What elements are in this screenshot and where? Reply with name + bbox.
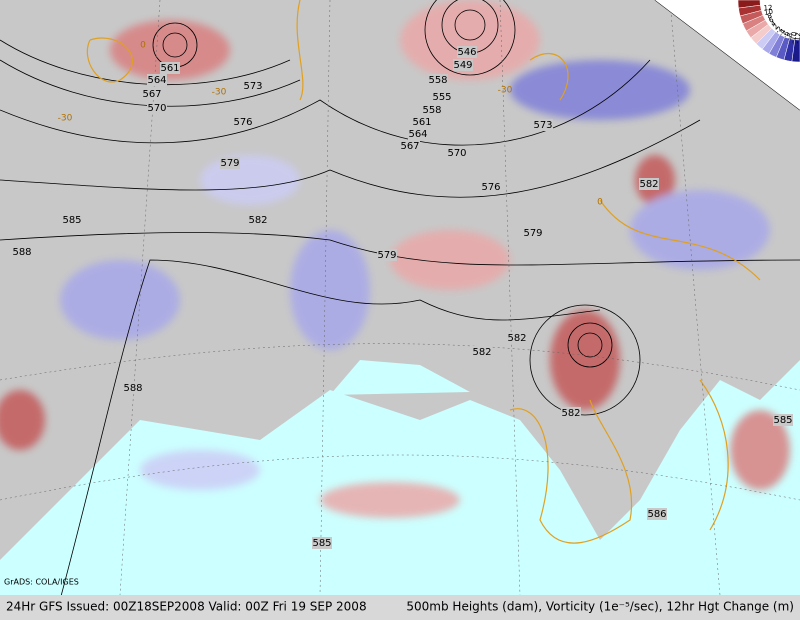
label-bg [233,116,253,128]
credit: GrADS: COLA/IGES [4,578,79,587]
label-bg [773,414,793,426]
contour-label: 588 [12,247,31,258]
label-bg [123,382,143,394]
label-bg [377,249,397,261]
label-bg [412,116,432,128]
contour-label: 573 [243,81,262,92]
contour-label: 561 [412,117,431,128]
label-bg [220,157,240,169]
label-bg [147,102,167,114]
contour-label: 579 [220,158,239,169]
colorbar-label: 2 [772,23,781,32]
contour-label: 582 [248,215,267,226]
contour-label: 558 [428,75,447,86]
graticule [0,0,800,596]
change-label: -30 [498,86,513,96]
label-bg [523,227,543,239]
contour-label: 546 [457,47,476,58]
label-bg [447,147,467,159]
contour-label: 561 [160,63,179,74]
label-bg [422,104,442,116]
contour-label: 586 [647,509,666,520]
contour-label: 582 [507,333,526,344]
footer-bar [0,595,800,620]
contour-label: 585 [312,538,331,549]
label-bg [160,62,180,74]
label-bg [432,91,452,103]
colorbar-label: -8 [785,32,795,41]
label-bg [142,88,162,100]
colorbar-label: 10 [763,7,773,17]
contour-label: 570 [447,148,466,159]
colorbar-label: -2 [774,25,785,36]
label-bg [62,214,82,226]
contour-label: 582 [472,347,491,358]
label-bg [248,214,268,226]
colorbar-label: -6 [781,29,792,39]
colorbar-label: 6 [768,15,776,24]
label-bg [408,128,428,140]
label-bg [243,80,263,92]
contour-label: 573 [533,120,552,131]
contour-label: 585 [62,215,81,226]
contour-labels: 5615645675705735765795825855885465495585… [12,41,793,549]
contour-label: 576 [481,182,500,193]
contour-label: 582 [639,179,658,190]
change-label: -30 [212,88,227,98]
label-bg [561,407,581,419]
colorbar-label: 4 [769,19,778,28]
contour-label: 567 [400,141,419,152]
contour-label: 588 [123,383,142,394]
label-bg [12,246,32,258]
colorbar-label: 12 [763,4,772,13]
label-bg [147,74,167,86]
contour-label: 570 [147,103,166,114]
vorticity-shading [0,0,790,518]
contour-label: 576 [233,117,252,128]
label-bg [639,178,659,190]
colorbar-wedge [791,39,800,63]
change-label: 0 [597,198,603,208]
change-label: 0 [140,41,146,51]
colorbar-label: -12 [794,32,800,44]
contour-label: 564 [147,75,166,86]
contour-label: 582 [561,408,580,419]
contour-label: 549 [453,60,472,71]
label-bg [457,46,477,58]
label-bg [533,119,553,131]
contour-label: 564 [408,129,427,140]
contour-label: 579 [377,250,396,261]
contour-label: 567 [142,89,161,100]
contour-label: 585 [773,415,792,426]
footer-left: 24Hr GFS Issued: 00Z18SEP2008 Valid: 00Z… [6,600,367,614]
change-contours [86,0,761,544]
colorbar-label: -10 [789,31,799,44]
colorbar-label: 8 [766,12,773,21]
label-bg [453,59,473,71]
label-bg [507,332,527,344]
height-contours [0,0,800,601]
label-bg [647,508,667,520]
contour-label: 579 [523,228,542,239]
ocean [0,360,800,595]
change-label: -30 [58,114,73,124]
contour-label: 558 [422,105,441,116]
arabian-sea-gulf [330,360,470,395]
label-bg [400,140,420,152]
label-bg [312,537,332,549]
label-bg [428,74,448,86]
label-bg [481,181,501,193]
footer-right: 500mb Heights (dam), Vorticity (1e⁻⁵/sec… [406,600,794,614]
colorbar-label: -4 [777,27,788,38]
contour-label: 555 [432,92,451,103]
label-bg [472,346,492,358]
